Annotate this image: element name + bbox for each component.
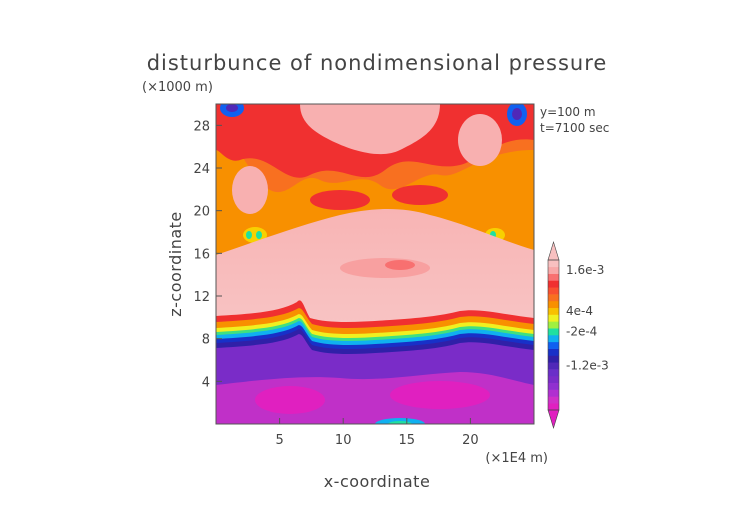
y-tick-label: 28 (193, 119, 210, 134)
x-unit-label: (×1E4 m) (485, 451, 548, 466)
y-tick-label: 8 (202, 333, 210, 348)
colorbar-frame (547, 259, 560, 411)
middle-pink-patch (385, 260, 415, 270)
y-tick-label: 20 (193, 205, 210, 220)
colorbar-segment (548, 266, 559, 274)
colorbar-segment (548, 287, 559, 295)
lower-magenta-core (255, 386, 325, 414)
y-tick-label: 16 (193, 247, 210, 262)
colorbar-segment (548, 307, 559, 315)
chart-title: disturbunce of nondimensional pressure (147, 51, 608, 75)
info-line: t=7100 sec (540, 121, 609, 135)
plot-area (216, 104, 534, 424)
colorbar-label: -2e-4 (566, 325, 597, 339)
colorbar-segment (548, 403, 559, 411)
x-tick-label: 5 (275, 433, 283, 448)
colorbar-segment (548, 328, 559, 336)
colorbar-top-arrow (547, 240, 560, 261)
colorbar-segment (548, 314, 559, 322)
colorbar-segment (548, 335, 559, 343)
x-axis-label: x-coordinate (324, 472, 431, 491)
colorbar-label: 4e-4 (566, 304, 593, 318)
y-tick-label: 12 (193, 290, 210, 305)
corner-blob-right-core (512, 108, 522, 120)
colorbar-segment (548, 348, 559, 356)
y-axis-label: z-coordinate (166, 211, 185, 317)
x-axis: 5 10 15 20 (275, 418, 479, 448)
field-upper-pink (300, 104, 440, 155)
plot-frame (215, 103, 535, 425)
colorbar-segment (548, 341, 559, 349)
middle-pink-patch (340, 258, 430, 278)
colorbar-segment (548, 300, 559, 309)
x-tick-label: 20 (462, 433, 479, 448)
colorbar-segment (548, 389, 559, 397)
colorbar-bottom-arrow (547, 409, 560, 430)
colorbar-segment (548, 321, 559, 329)
y-tick-label: 24 (193, 162, 210, 177)
colorbar-segment (548, 294, 559, 302)
green-spot (256, 231, 262, 239)
colorbar-segment (548, 369, 559, 377)
corner-blob-left-core (226, 104, 238, 112)
upper-pink-blob (458, 114, 502, 166)
x-tick-label: 15 (399, 433, 416, 448)
colorbar-segment (548, 355, 559, 363)
lower-magenta-core (390, 381, 490, 409)
green-spot (246, 231, 252, 239)
colorbar-segment (548, 396, 559, 404)
y-tick-label: 4 (202, 375, 210, 390)
colorbar-segment (548, 260, 559, 268)
colorbar-segment (548, 273, 559, 281)
colorbar-segment (548, 375, 559, 384)
colorbar-segment (548, 280, 559, 288)
units-note: (×1000 m) (142, 80, 213, 95)
colorbar-label: -1.2e-3 (566, 359, 609, 373)
bottom-teal-blob-core (388, 421, 412, 424)
upper-pink-blob (232, 166, 268, 214)
info-line: y=100 m (540, 105, 596, 119)
colorbar-label: 1.6e-3 (566, 263, 604, 277)
x-tick-label: 10 (335, 433, 352, 448)
upper-red-blob (310, 190, 370, 210)
colorbar-segment (548, 362, 559, 370)
colorbar: 1.6e-3 4e-4 -2e-4 -1.2e-3 (547, 240, 609, 430)
upper-red-blob (392, 185, 448, 205)
colorbar-segment (548, 382, 559, 390)
y-axis: 4 8 12 16 20 24 28 (193, 119, 222, 390)
